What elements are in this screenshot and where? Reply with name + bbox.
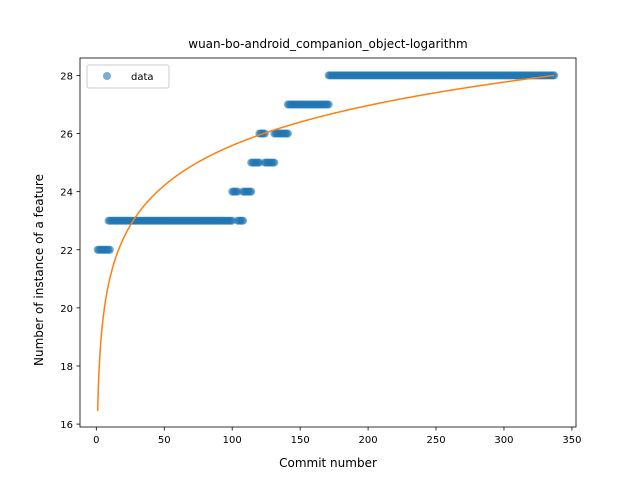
x-tick-label: 0 <box>93 435 99 446</box>
x-tick-label: 350 <box>562 435 581 446</box>
y-tick-label: 28 <box>60 71 73 82</box>
y-tick-label: 22 <box>60 246 73 257</box>
axes-frame <box>79 57 577 428</box>
x-tick-label: 150 <box>291 435 310 446</box>
legend-marker <box>103 72 111 80</box>
fit-line <box>96 74 555 412</box>
x-axis-label: Commit number <box>279 456 377 470</box>
data-point <box>324 100 333 109</box>
x-tick-label: 100 <box>223 435 242 446</box>
x-tick-label: 50 <box>158 435 171 446</box>
y-tick-label: 20 <box>60 304 73 315</box>
y-axis-label: Number of instance of a feature <box>32 174 46 366</box>
y-tick-label: 18 <box>60 362 73 373</box>
y-tick-label: 26 <box>60 130 73 141</box>
axes: 0 50 100 150 200 250 300 350 16 18 20 22 24 26 28 <box>60 57 581 446</box>
data-point <box>239 216 248 225</box>
legend: data <box>86 64 170 89</box>
x-tick-label: 250 <box>426 435 445 446</box>
y-tick-label: 16 <box>60 420 73 431</box>
data-point <box>270 158 279 167</box>
y-tick-label: 24 <box>60 188 73 199</box>
data-point <box>105 245 114 254</box>
plot-area <box>93 71 559 412</box>
chart-title: wuan-bo-android_companion_object-logarit… <box>188 37 467 51</box>
x-tick-label: 200 <box>359 435 378 446</box>
data-point <box>283 129 292 138</box>
legend-label: data <box>131 72 154 83</box>
x-tick-label: 300 <box>494 435 513 446</box>
data-point <box>247 187 256 196</box>
legend-box <box>86 64 170 89</box>
